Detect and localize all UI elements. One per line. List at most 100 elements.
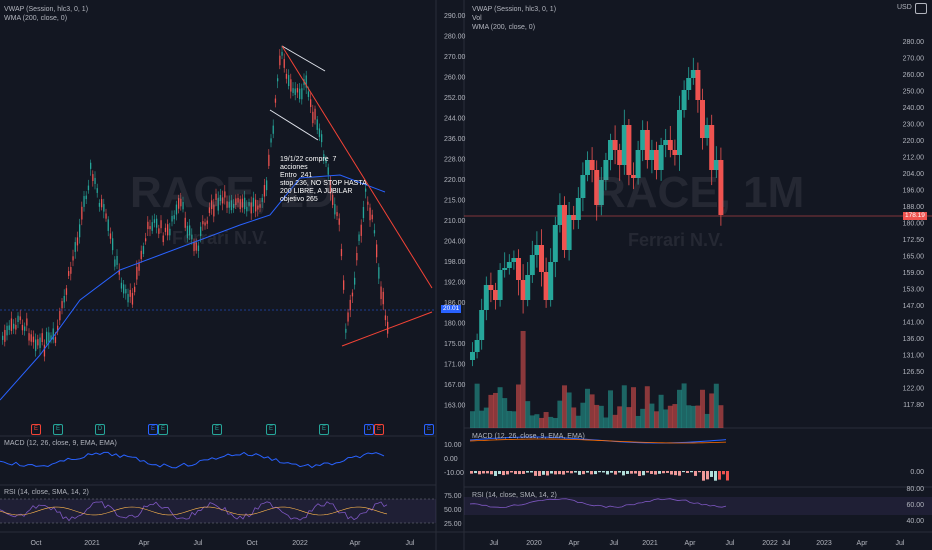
candle-body	[571, 215, 577, 220]
right-rsi-label[interactable]: RSI (14, close, SMA, 14, 2)	[472, 492, 557, 499]
macd-tick: 0.00	[444, 456, 458, 463]
trade-note-annotation[interactable]: 19/1/22 compre 7 acciones Entro 241 stop…	[280, 156, 367, 203]
candle-body	[677, 110, 682, 155]
left-indicator-wma[interactable]: WMA (200, close, 0)	[4, 15, 68, 22]
earnings-icon[interactable]: E	[31, 424, 41, 435]
macd-histogram	[662, 471, 665, 474]
left-time-tick: Jul	[406, 540, 415, 547]
candle-body	[118, 270, 120, 275]
candle-body	[195, 242, 197, 251]
rsi-tick: 25.00	[444, 521, 462, 528]
candle-body	[204, 222, 206, 226]
candle-body	[10, 318, 13, 331]
candle-body	[371, 214, 373, 220]
macd-histogram	[718, 471, 721, 480]
earnings-icon[interactable]: D	[95, 424, 105, 435]
candle-body	[663, 140, 669, 145]
left-watermark: RACE, 1D	[130, 168, 336, 217]
scale-icon[interactable]	[915, 3, 927, 14]
candle-body	[92, 174, 94, 181]
right-currency-label: USD	[897, 4, 912, 11]
macd-histogram	[514, 471, 517, 475]
candle-body	[52, 328, 54, 340]
candle-body	[334, 204, 336, 215]
earnings-icon[interactable]: E	[319, 424, 329, 435]
candle-body	[285, 73, 288, 79]
candle-body	[384, 315, 387, 321]
candle-body	[127, 294, 129, 303]
right-indicator-vol[interactable]: Vol	[472, 15, 482, 22]
candle-body	[340, 248, 343, 257]
candle-body	[580, 175, 586, 198]
macd-histogram	[558, 471, 561, 475]
candle-body	[211, 200, 213, 209]
candle-body	[274, 98, 277, 103]
candle-body	[700, 100, 705, 138]
volume-bar	[677, 389, 682, 428]
candle-body	[681, 90, 687, 110]
candle-body	[32, 336, 35, 343]
right-price-tick: 141.00	[903, 320, 925, 327]
right-macd-label[interactable]: MACD (12, 26, close, 9, EMA, EMA)	[472, 433, 585, 440]
right-time-tick: Jul	[610, 540, 619, 547]
candle-body	[369, 207, 371, 221]
earnings-icon[interactable]: E	[424, 424, 434, 435]
right-price-tick: 260.00	[903, 72, 925, 79]
macd-histogram	[498, 471, 501, 475]
candle-body	[252, 197, 255, 207]
candle-body	[206, 220, 208, 224]
candle-body	[279, 55, 281, 66]
right-time-tick: Jul	[490, 540, 499, 547]
candle-body	[105, 213, 107, 219]
candle-body	[704, 125, 710, 138]
candle-body	[617, 150, 623, 165]
volume-bar	[704, 413, 710, 428]
macd-histogram	[518, 471, 521, 475]
earnings-icon[interactable]: E	[158, 424, 168, 435]
right-indicator-wma[interactable]: WMA (200, close, 0)	[472, 24, 536, 31]
candle-body	[4, 329, 6, 342]
candle-body	[147, 221, 149, 230]
volume-bar	[612, 414, 618, 428]
left-price-tick: 175.00	[444, 341, 466, 348]
left-indicator-vwap[interactable]: VWAP (Session, hlc3, 0, 1)	[4, 6, 89, 13]
earnings-icon[interactable]: E	[266, 424, 276, 435]
left-watermark-sub: Ferrari N.V.	[172, 228, 268, 248]
candle-body	[76, 237, 79, 246]
volume-bar	[626, 407, 632, 428]
right-indicator-vwap[interactable]: VWAP (Session, hlc3, 0, 1)	[472, 6, 557, 13]
candle-body	[224, 191, 226, 198]
candle-body	[125, 289, 127, 294]
volume-bar	[635, 415, 641, 428]
left-rsi-label[interactable]: RSI (14, close, SMA, 14, 2)	[4, 489, 89, 496]
candle-body	[160, 220, 162, 229]
candle-body	[539, 245, 544, 272]
candle-body	[17, 315, 19, 323]
left-time-tick: Oct	[247, 540, 258, 547]
candle-body	[612, 140, 618, 150]
candle-body	[24, 326, 26, 331]
left-time-tick: 2021	[84, 540, 100, 547]
macd-histogram	[726, 471, 729, 481]
dividend-icon[interactable]: D	[364, 424, 374, 435]
candle-body	[667, 140, 673, 150]
earnings-icon[interactable]: E	[212, 424, 222, 435]
candle-body	[316, 119, 318, 130]
macd-histogram	[694, 471, 697, 476]
candle-body	[21, 324, 24, 331]
macd-histogram	[590, 471, 593, 475]
left-price-tick: 186.00	[444, 300, 466, 307]
earnings-icon[interactable]: E	[53, 424, 63, 435]
candle-body	[98, 202, 101, 207]
candle-body	[255, 199, 257, 212]
dividend-icon[interactable]: E	[148, 424, 158, 435]
trendline-channel	[269, 109, 319, 141]
candle-body	[525, 275, 531, 300]
candle-body	[156, 218, 158, 228]
candle-body	[640, 130, 646, 150]
left-macd-label[interactable]: MACD (12, 26, close, 9, EMA, EMA)	[4, 440, 117, 447]
earnings-icon[interactable]: E	[374, 424, 384, 435]
volume-bar	[644, 386, 650, 428]
candle-body	[557, 205, 563, 225]
